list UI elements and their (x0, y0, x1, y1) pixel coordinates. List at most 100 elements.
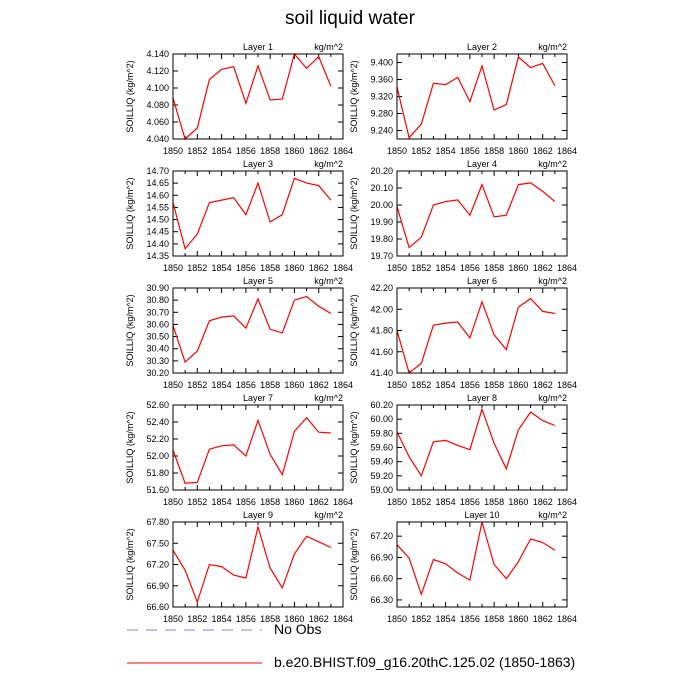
panel-layer-4: 1850 1852 1854 1856 1858 1860 1862 1864 19.70 19.… (349, 159, 577, 273)
panel-title: Layer 6 (467, 276, 497, 286)
series-line (396, 182, 556, 249)
x-tick-label: 1856 (236, 146, 256, 156)
panel-title: Layer 4 (467, 159, 497, 169)
series-line (172, 524, 332, 604)
x-tick-label: 1856 (460, 497, 480, 507)
series-line (172, 52, 332, 141)
y-axis-label: SOILLIQ (kg/m^2) (349, 528, 359, 600)
x-tick-label: 1858 (484, 380, 504, 390)
x-tick-label: 1854 (436, 263, 456, 273)
panel-title: Layer 7 (243, 393, 273, 403)
panel-title: Layer 3 (243, 159, 273, 169)
y-tick-label: 66.60 (146, 602, 169, 612)
y-axis-label: SOILLIQ (kg/m^2) (349, 294, 359, 366)
y-axis-label: SOILLIQ (kg/m^2) (125, 411, 135, 483)
x-tick-label: 1858 (484, 614, 504, 624)
panel-units: kg/m^2 (314, 276, 343, 286)
panel-units: kg/m^2 (314, 393, 343, 403)
panel-units: kg/m^2 (538, 276, 567, 286)
x-tick-label: 1864 (333, 380, 353, 390)
series-line (172, 177, 332, 250)
x-tick-label: 1852 (187, 146, 207, 156)
x-tick-label: 1860 (508, 380, 528, 390)
x-tick-label: 1858 (484, 146, 504, 156)
x-tick-label: 1858 (484, 263, 504, 273)
y-tick-label: 66.60 (370, 574, 393, 584)
y-tick-label: 60.00 (370, 414, 393, 424)
x-tick-label: 1860 (284, 146, 304, 156)
x-tick-label: 1854 (436, 380, 456, 390)
y-tick-label: 67.20 (370, 531, 393, 541)
x-tick-label: 1850 (163, 380, 183, 390)
x-tick-label: 1860 (508, 497, 528, 507)
plot-frame (396, 521, 568, 608)
y-tick-label: 30.30 (146, 356, 169, 366)
x-tick-label: 1856 (236, 380, 256, 390)
x-tick-label: 1850 (163, 263, 183, 273)
y-axis-label: SOILLIQ (kg/m^2) (125, 528, 135, 600)
y-tick-label: 4.080 (146, 100, 169, 110)
x-tick-label: 1856 (236, 263, 256, 273)
x-tick-label: 1862 (533, 497, 553, 507)
y-tick-label: 52.20 (146, 434, 169, 444)
x-tick-label: 1854 (212, 614, 232, 624)
y-tick-label: 30.70 (146, 307, 169, 317)
y-tick-label: 66.90 (146, 581, 169, 591)
y-tick-label: 41.80 (370, 326, 393, 336)
y-tick-label: 4.040 (146, 134, 169, 144)
y-tick-label: 14.60 (146, 190, 169, 200)
plot-frame (396, 53, 568, 140)
x-tick-label: 1864 (557, 146, 577, 156)
y-tick-label: 42.20 (370, 283, 393, 293)
x-tick-label: 1864 (333, 497, 353, 507)
x-tick-label: 1856 (460, 263, 480, 273)
x-tick-label: 1862 (533, 614, 553, 624)
x-tick-label: 1856 (236, 614, 256, 624)
y-tick-label: 59.80 (370, 428, 393, 438)
x-tick-label: 1856 (460, 380, 480, 390)
y-tick-label: 14.40 (146, 239, 169, 249)
series-line (172, 416, 331, 484)
y-axis-label: SOILLIQ (kg/m^2) (125, 177, 135, 249)
x-tick-label: 1858 (260, 263, 280, 273)
x-tick-label: 1858 (484, 497, 504, 507)
panel-units: kg/m^2 (314, 42, 343, 52)
y-tick-label: 59.00 (370, 485, 393, 495)
panel-title: Layer 2 (467, 42, 497, 52)
y-tick-label: 4.060 (146, 117, 169, 127)
plot-frame (172, 404, 344, 491)
series-line (172, 295, 332, 364)
x-tick-label: 1858 (260, 380, 280, 390)
y-axis-label: SOILLIQ (kg/m^2) (125, 294, 135, 366)
x-tick-label: 1854 (436, 497, 456, 507)
x-tick-label: 1862 (309, 146, 329, 156)
plot-frame (396, 170, 568, 257)
y-tick-label: 59.60 (370, 443, 393, 453)
y-tick-label: 52.60 (146, 400, 169, 410)
x-tick-label: 1858 (260, 146, 280, 156)
y-tick-label: 19.90 (370, 217, 393, 227)
x-tick-label: 1852 (411, 263, 431, 273)
x-tick-label: 1864 (333, 614, 353, 624)
x-tick-label: 1852 (187, 380, 207, 390)
plot-frame (396, 287, 568, 374)
y-axis-label: SOILLIQ (kg/m^2) (349, 177, 359, 249)
y-tick-label: 19.70 (370, 251, 393, 261)
y-tick-label: 67.80 (146, 517, 169, 527)
y-tick-label: 14.35 (146, 251, 169, 261)
panel-layer-8: 1850 1852 1854 1856 1858 1860 1862 1864 59.00 59.… (349, 393, 577, 507)
x-tick-label: 1850 (163, 614, 183, 624)
plot-frame (172, 53, 344, 140)
panel-units: kg/m^2 (314, 159, 343, 169)
series-line (396, 407, 556, 478)
y-tick-label: 4.100 (146, 83, 169, 93)
panel-units: kg/m^2 (538, 42, 567, 52)
plot-frame (172, 170, 344, 257)
x-tick-label: 1856 (460, 614, 480, 624)
x-tick-label: 1864 (557, 614, 577, 624)
x-tick-label: 1850 (387, 263, 407, 273)
x-tick-label: 1852 (411, 146, 431, 156)
x-tick-label: 1850 (387, 146, 407, 156)
y-tick-label: 52.00 (146, 451, 169, 461)
y-tick-label: 30.40 (146, 344, 169, 354)
